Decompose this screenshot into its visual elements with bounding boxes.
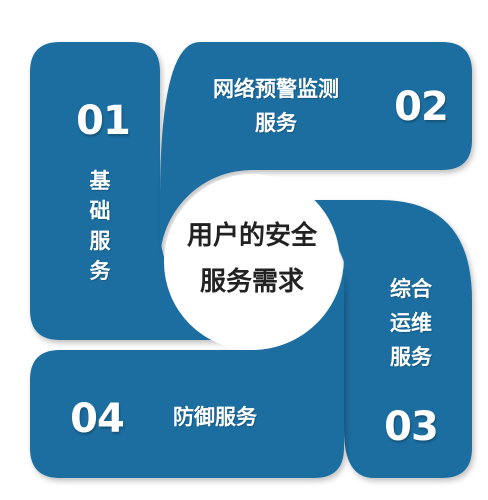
panel-01-number: 01 [76,98,131,144]
center-title-line1: 用户的安全 [186,221,317,251]
panel-04-number: 04 [70,396,125,442]
panel-02-shape [160,42,472,262]
center-circle [164,174,340,350]
center-title-line2: 服务需求 [199,267,304,297]
panel-01-label: 基础服务 [89,169,111,283]
panel-04-shape [30,258,344,478]
panel-02-number: 02 [394,84,449,130]
panel-03-label-line1: 综合 [390,277,432,301]
panel-03-shape [252,199,472,478]
panel-03-label-line2: 运维 [390,311,432,335]
panel-02-label-line1: 网络预警监测 [213,77,339,101]
panel-02-label-line2: 服务 [255,111,297,135]
panel-03-label-line3: 服务 [390,345,432,369]
panel-04-label: 防御服务 [173,405,257,429]
panel-01-shape [30,42,252,340]
panel-03-number: 03 [384,404,439,450]
